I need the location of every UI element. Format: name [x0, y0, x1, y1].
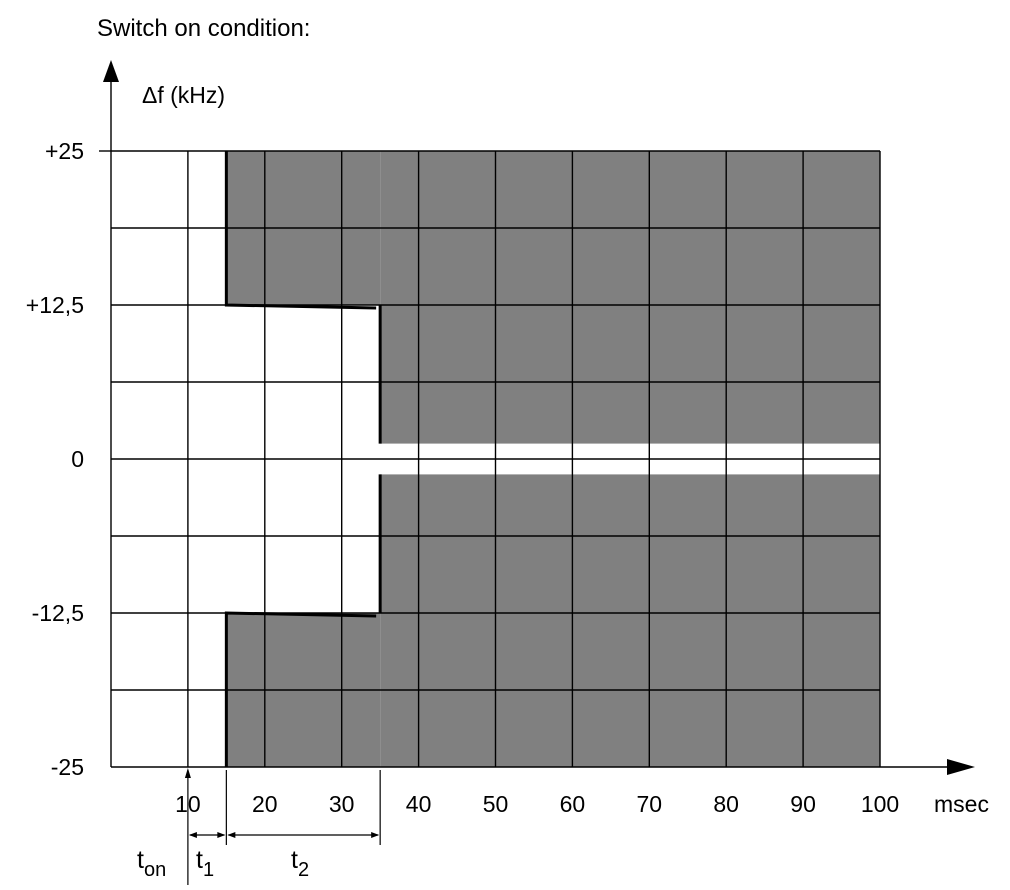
t1-arrowhead-left — [188, 832, 197, 838]
t2-arrowhead-left — [227, 832, 236, 838]
x-tick-label: 30 — [329, 791, 355, 817]
region-upper-stage2 — [380, 151, 880, 444]
y-axis-arrowhead — [103, 60, 119, 82]
forbidden-regions — [226, 151, 880, 767]
t-on-label: ton — [137, 846, 166, 881]
x-axis-arrowhead — [947, 759, 975, 775]
x-tick-label: 20 — [252, 791, 278, 817]
x-axis-unit-label: msec — [934, 791, 989, 817]
grid — [99, 150, 881, 767]
t1-arrowhead-right — [217, 832, 226, 838]
y-tick-labels: +25 +12,5 0 -12,5 -25 — [26, 138, 84, 780]
y-tick-label: -25 — [51, 754, 84, 780]
y-tick-label: -12,5 — [32, 600, 84, 626]
t2-arrowhead-right — [371, 832, 380, 838]
axes — [103, 60, 975, 775]
t1-label: t1 — [196, 846, 214, 881]
y-axis-label: Δf (kHz) — [142, 82, 225, 108]
x-tick-label: 40 — [406, 791, 432, 817]
x-tick-label: 80 — [713, 791, 739, 817]
t-on-marker-arrowhead — [184, 768, 191, 778]
x-tick-label: 70 — [637, 791, 663, 817]
boundary-lower-stage1 — [224, 611, 377, 767]
t2-label: t2 — [291, 846, 309, 881]
x-tick-label: 90 — [790, 791, 816, 817]
time-markers: ton t1 t2 — [137, 768, 381, 885]
x-tick-label: 50 — [483, 791, 509, 817]
x-tick-label: 60 — [560, 791, 586, 817]
x-tick-label: 100 — [861, 791, 899, 817]
boundary-upper-stage1 — [224, 151, 377, 310]
y-tick-label: 0 — [71, 446, 84, 472]
y-tick-label: +25 — [45, 138, 84, 164]
y-tick-label: +12,5 — [26, 292, 84, 318]
diagram-caption: Switch on condition: — [97, 15, 310, 42]
tolerance-boundary — [224, 151, 382, 767]
region-lower-stage2 — [380, 474, 880, 767]
x-tick-labels: 10 20 30 40 50 60 70 80 90 100 — [175, 791, 899, 817]
